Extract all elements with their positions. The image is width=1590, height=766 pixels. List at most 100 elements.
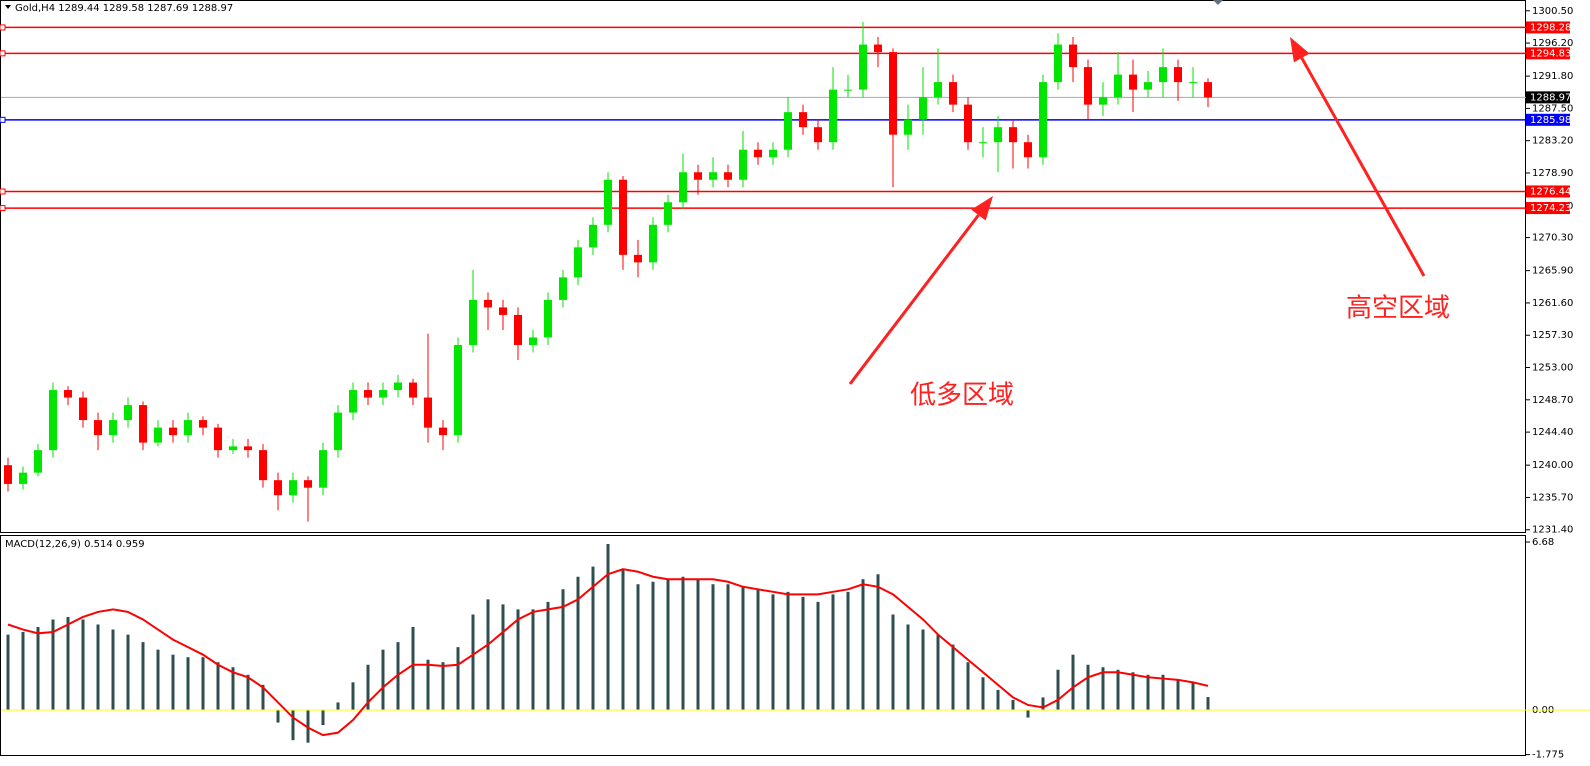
level-label-bg [1526, 202, 1570, 215]
candle-body [1114, 74, 1122, 98]
candle-body [229, 446, 237, 451]
candle-body [844, 89, 852, 91]
level-label: 1285.98 [1530, 115, 1571, 126]
scroll-marker [1213, 0, 1223, 5]
signal-line [7, 568, 1209, 737]
level-label-bg [1526, 185, 1570, 198]
level-handle [0, 205, 6, 212]
y-tick-label: 6.68 [1532, 537, 1554, 548]
candle-body [724, 172, 732, 180]
candle-body [859, 44, 867, 90]
candle-body [1054, 44, 1062, 83]
y-tick-label: 1265.90 [1532, 266, 1573, 277]
candle-body [34, 450, 42, 473]
level-handle [0, 116, 6, 123]
candle-body [49, 390, 57, 451]
level-label-bg [1526, 113, 1570, 126]
candle-body [874, 44, 882, 53]
y-tick-label: 1235.70 [1532, 492, 1573, 503]
candle-body [394, 382, 402, 391]
candle-body [994, 127, 1002, 143]
candle-body [619, 179, 627, 255]
level-label: 1276.44 [1530, 186, 1571, 197]
candle-body [94, 420, 102, 436]
candle-body [1084, 67, 1092, 105]
y-tick-label: 1253.00 [1532, 363, 1573, 374]
candle-body [1144, 82, 1152, 90]
candle-body [904, 119, 912, 135]
y-tick-label: 1278.90 [1532, 168, 1573, 179]
candle-body [169, 427, 177, 436]
candle-body [1009, 127, 1017, 143]
candle-body [304, 480, 312, 488]
arrow-head [971, 196, 993, 221]
candle-body [379, 390, 387, 398]
candle-body [919, 97, 927, 120]
candle-body [259, 450, 267, 481]
y-tick-label: 1291.80 [1532, 71, 1573, 82]
candle-body [784, 112, 792, 150]
level-label: 1298.28 [1530, 22, 1571, 33]
candle-body [334, 412, 342, 451]
candle-body [184, 420, 192, 436]
arrow-shaft [848, 214, 980, 385]
candle-body [529, 337, 537, 345]
candle-body [409, 382, 417, 398]
candle-body [1039, 82, 1047, 158]
candle-body [694, 172, 702, 180]
candle-body [649, 224, 657, 263]
candle-body [514, 314, 522, 345]
candle-body [439, 427, 447, 436]
candle-body [589, 224, 597, 248]
level-label-bg [1526, 91, 1570, 104]
candle-body [1159, 67, 1167, 83]
arrow-shaft [1300, 57, 1426, 277]
candle-body [1024, 142, 1032, 158]
level-label: 1274.23 [1530, 203, 1571, 214]
candle-body [769, 149, 777, 158]
candle-body [1174, 67, 1182, 83]
candle-body [109, 420, 117, 436]
candle-body [1129, 74, 1137, 90]
candle-body [199, 420, 207, 428]
candle-body [79, 397, 87, 421]
candle-body [829, 89, 837, 143]
level-label-bg [1526, 47, 1570, 60]
level-handle [0, 24, 6, 31]
price-frame [0, 0, 1526, 533]
candle-body [289, 480, 297, 496]
y-tick-label: 1231.40 [1532, 525, 1573, 536]
candle-body [469, 299, 477, 345]
candle-body [754, 149, 762, 158]
candle-body [559, 277, 567, 300]
level-label-bg [1526, 21, 1570, 34]
candle-body [274, 480, 282, 496]
candle-body [364, 390, 372, 398]
candle-body [709, 172, 717, 180]
candle-body [814, 127, 822, 143]
y-tick-label: 1296.20 [1532, 38, 1573, 49]
y-tick-label: 1240.00 [1532, 460, 1573, 471]
candle-body [244, 446, 252, 451]
candle-body [1069, 44, 1077, 68]
candle-body [4, 465, 12, 484]
y-tick-label: 1261.60 [1532, 298, 1573, 309]
menu-icon [5, 5, 11, 9]
annotation: 高空区域 [1346, 294, 1450, 324]
level-handle [0, 50, 6, 57]
candle-body [739, 149, 747, 180]
candle-body [124, 405, 132, 421]
candle-body [544, 299, 552, 338]
candle-body [349, 390, 357, 413]
candle-body [484, 299, 492, 308]
y-tick-label: 1244.40 [1532, 427, 1573, 438]
macd-frame [0, 535, 1526, 756]
candle-body [319, 450, 327, 488]
candle-body [424, 397, 432, 428]
candle-body [19, 472, 27, 484]
candle-body [454, 344, 462, 436]
price-title: Gold,H4 1289.44 1289.58 1287.69 1288.97 [15, 3, 233, 14]
